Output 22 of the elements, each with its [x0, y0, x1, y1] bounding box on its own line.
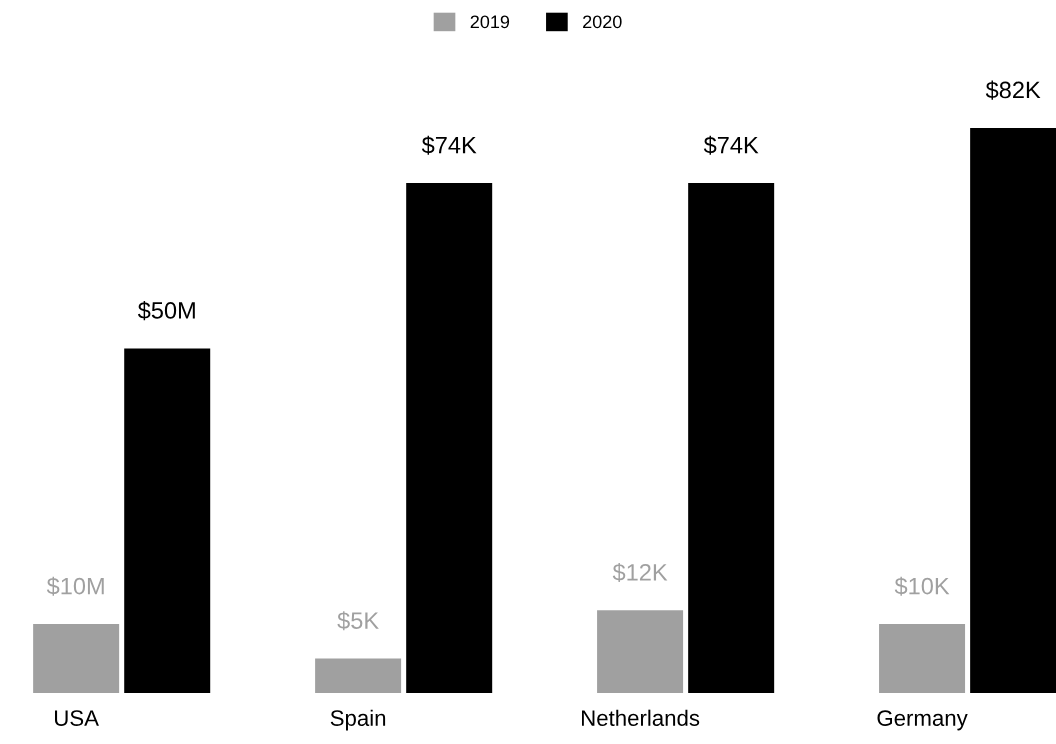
- bar: [597, 610, 684, 693]
- x-tick-label: USA: [55, 710, 99, 726]
- data-label: $74K: [421, 135, 477, 155]
- legend-label: 2019: [470, 15, 510, 29]
- data-label: $74K: [703, 135, 759, 155]
- data-label: $10M: [46, 576, 104, 596]
- bar: [879, 624, 966, 693]
- bar: [688, 183, 775, 693]
- bar: [406, 183, 493, 693]
- bar: [33, 624, 120, 693]
- x-tick-label: Netherlands: [582, 709, 700, 726]
- legend-label: 2020: [583, 15, 622, 29]
- data-label: $5K: [337, 611, 379, 631]
- data-label: $12K: [612, 562, 668, 583]
- bar: [970, 128, 1056, 693]
- data-label: $50M: [137, 301, 195, 321]
- x-tick-label: Spain: [330, 709, 386, 731]
- data-label: $10K: [894, 576, 950, 596]
- data-label: $82K: [985, 80, 1041, 100]
- bar: [315, 658, 402, 693]
- x-tick-label: Germany: [877, 710, 968, 731]
- bar: [124, 348, 211, 693]
